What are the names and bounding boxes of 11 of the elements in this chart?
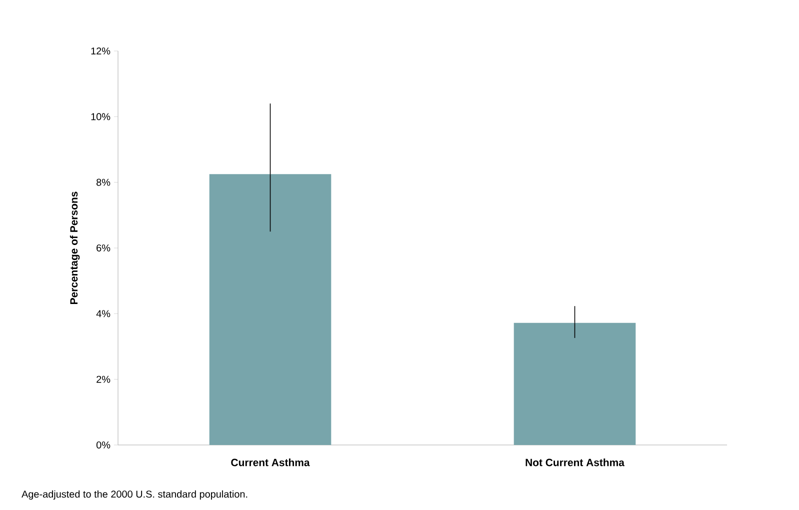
text: Age-adjusted to the 2000 U.S. standard population. — [22, 490, 248, 500]
y-tick-label: 0% — [96, 441, 110, 449]
y-tick-label: 10% — [91, 113, 110, 120]
x-tick-label: Current Asthma — [231, 458, 310, 466]
y-tick-label: 4% — [96, 310, 110, 318]
x-tick-label: Not Current Asthma — [526, 458, 624, 466]
y-tick-label: 8% — [96, 178, 110, 186]
y-tick-label: 2% — [96, 376, 110, 383]
y-tick-label: 12% — [91, 47, 110, 54]
y-axis-title: Percentage of Persons — [70, 192, 80, 304]
y-tick-label: 6% — [96, 244, 110, 252]
